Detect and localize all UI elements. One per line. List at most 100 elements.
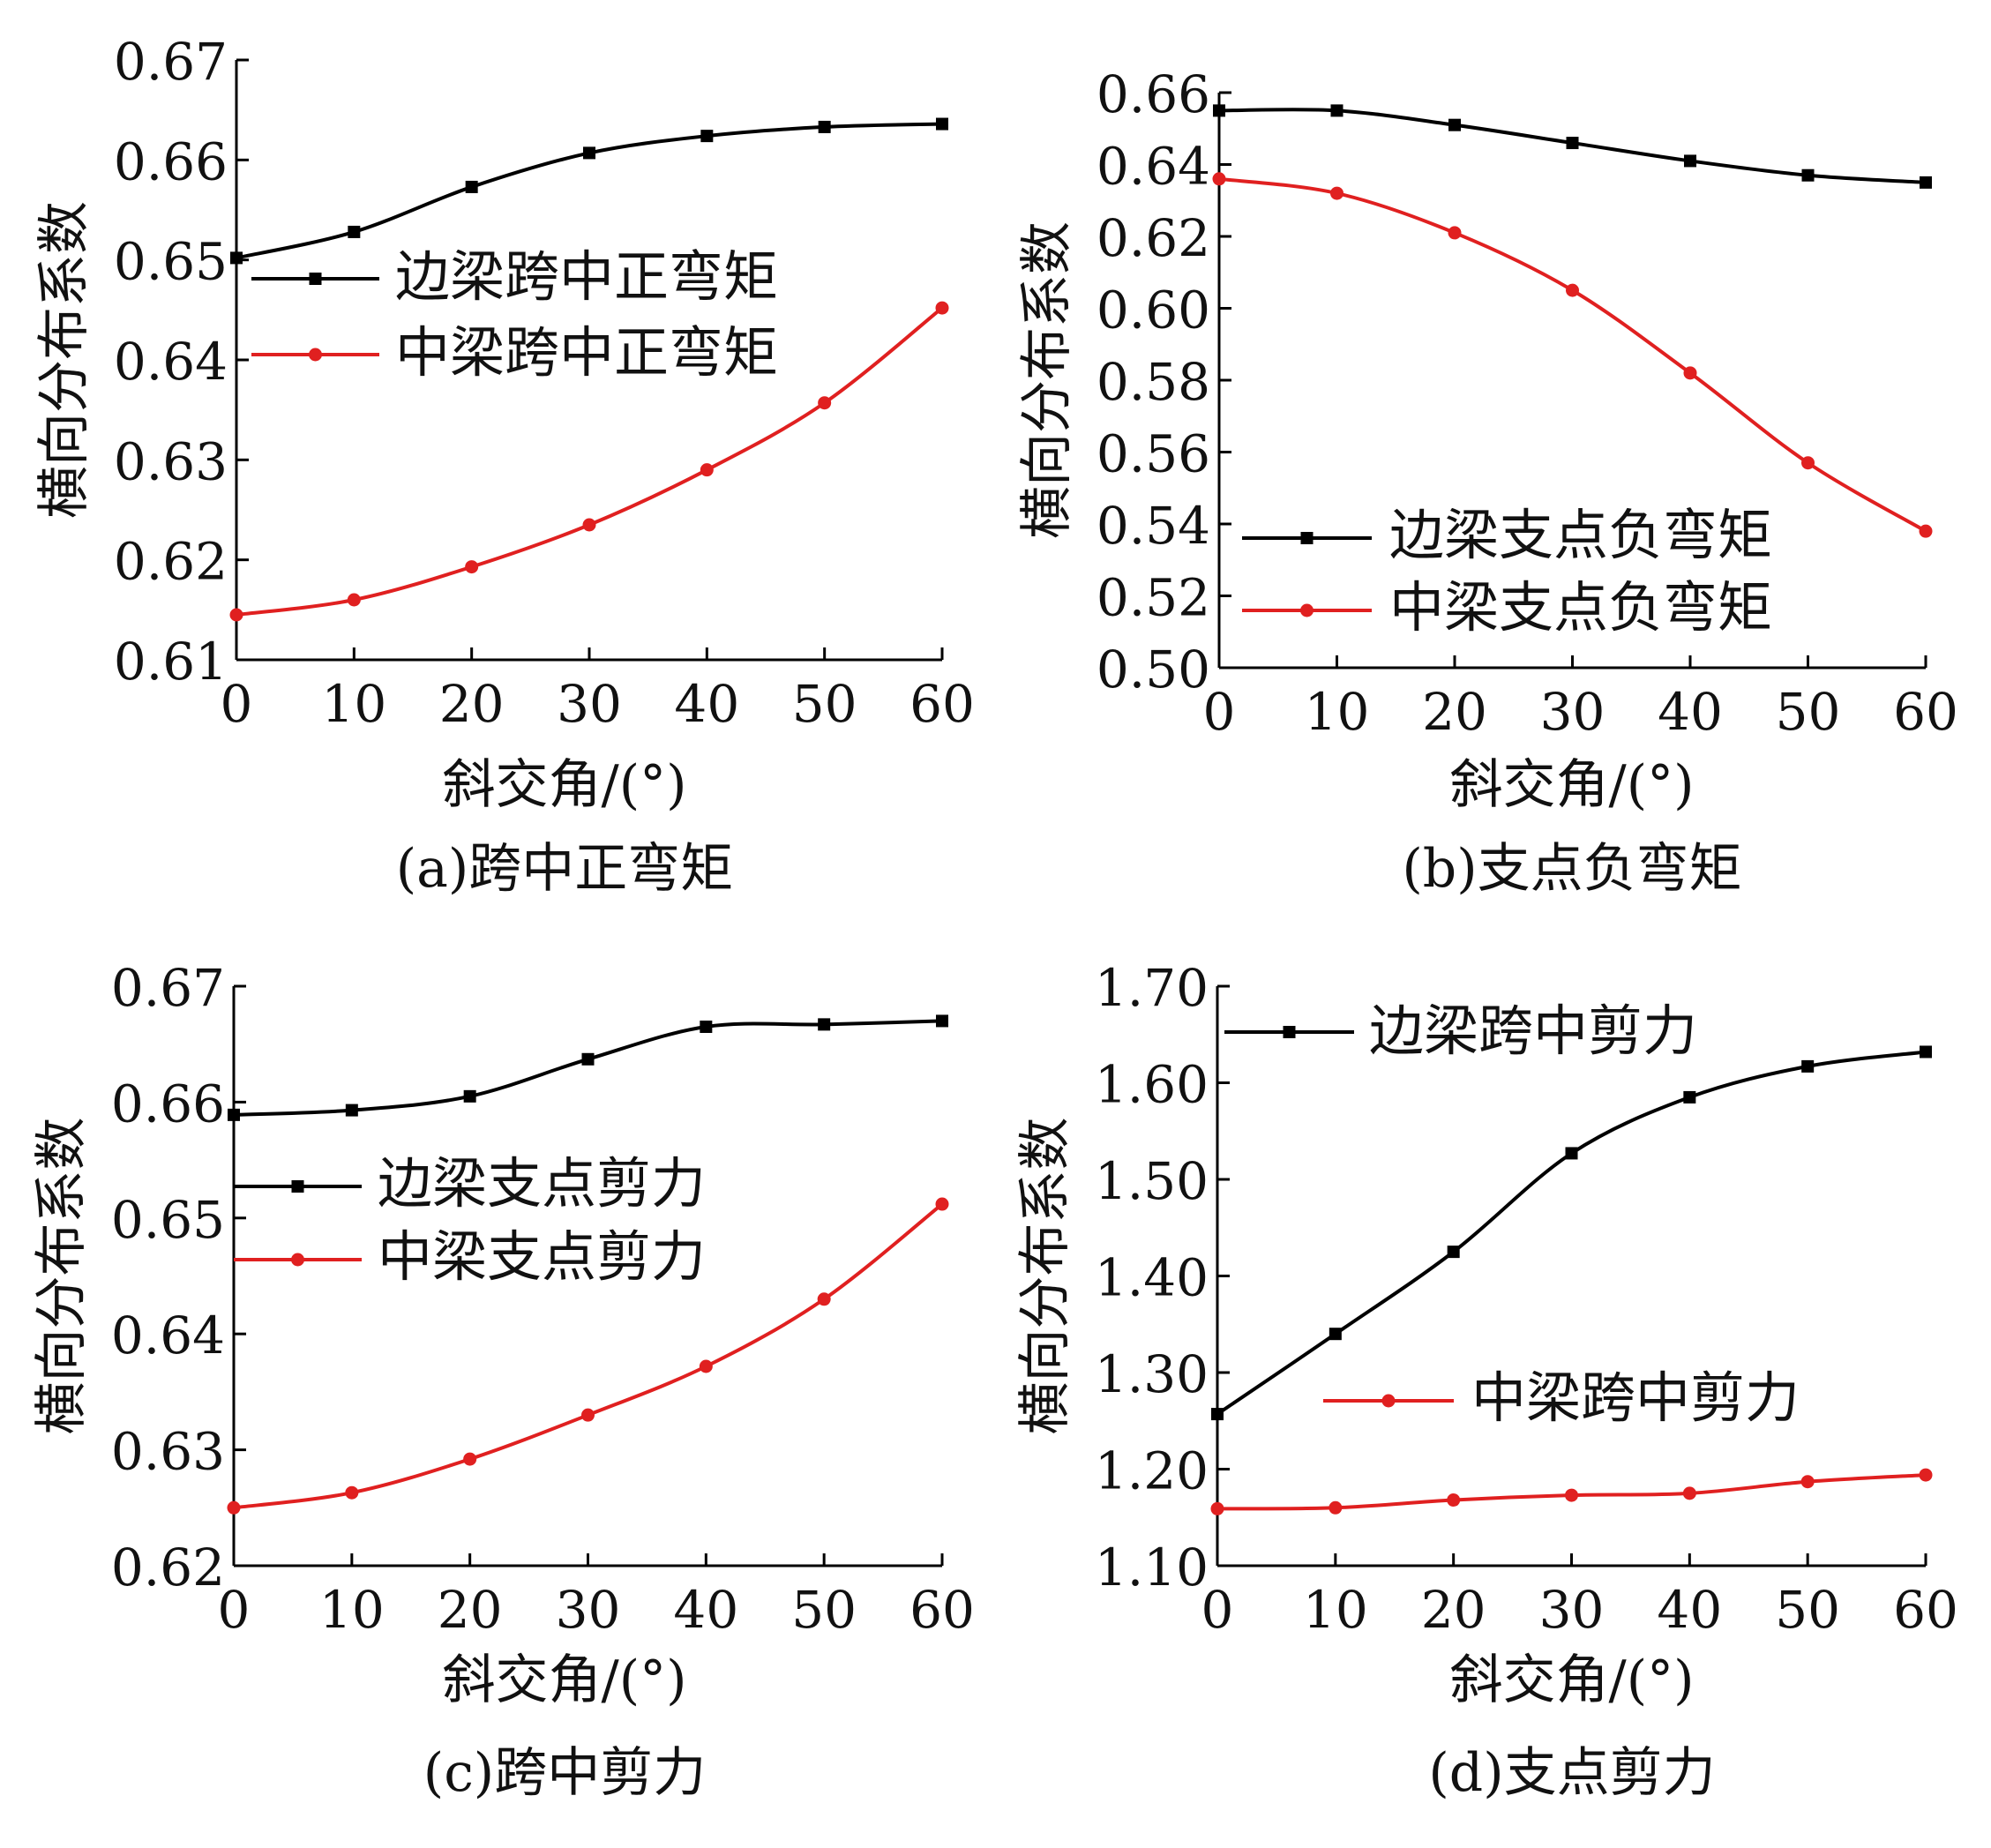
data-point-circle	[229, 608, 243, 622]
y-tick-label: 1.30	[1095, 1344, 1209, 1404]
data-point-square	[1801, 1059, 1815, 1073]
legend-label: 中梁跨中剪力	[1471, 1365, 1800, 1430]
legend-marker-circle	[309, 348, 322, 362]
data-point-square	[700, 130, 714, 143]
data-point-square	[1447, 1246, 1460, 1259]
data-point-square	[818, 120, 831, 133]
x-tick-label: 0	[221, 674, 253, 734]
chart-panel-b: 0.50 0.52 0.54 0.56 0.58 0.60 0.62 0.64 0.66 0 10 2…	[1016, 64, 1958, 900]
y-tick-label: 0.63	[114, 431, 228, 491]
x-tick-label: 20	[439, 674, 505, 734]
y-tick-label: 0.60	[1097, 281, 1210, 340]
x-tick-label: 30	[556, 1580, 621, 1640]
data-point-circle	[1801, 456, 1815, 470]
data-point-square	[1211, 1408, 1224, 1421]
legend-marker-circle	[1381, 1394, 1396, 1408]
y-tick-label: 1.20	[1095, 1441, 1209, 1501]
panel-caption: (c)跨中剪力	[423, 1742, 706, 1804]
y-tick-label: 0.65	[114, 232, 228, 292]
legend-label: 中梁支点负弯矩	[1389, 575, 1772, 640]
x-axis-title: 斜交角/(°)	[442, 754, 686, 816]
data-point-circle	[1210, 1501, 1224, 1515]
data-point-circle	[1448, 226, 1462, 240]
data-point-circle	[1800, 1475, 1815, 1489]
data-point-circle	[1682, 1486, 1696, 1500]
data-point-square	[463, 1089, 476, 1103]
y-tick-label: 0.62	[111, 1538, 225, 1597]
y-tick-label: 0.50	[1097, 640, 1210, 700]
y-tick-label: 0.64	[1097, 137, 1210, 197]
x-tick-label: 30	[1540, 682, 1606, 742]
data-point-circle	[1212, 172, 1226, 186]
y-tick-label: 0.64	[114, 332, 228, 392]
data-point-circle	[817, 1292, 831, 1306]
x-tick-label: 50	[792, 674, 857, 734]
x-tick-label: 30	[1539, 1580, 1605, 1640]
series-line-1	[1216, 1050, 1927, 1416]
data-point-square	[1448, 118, 1461, 131]
legend-label: 边梁支点剪力	[378, 1151, 706, 1216]
data-point-circle	[935, 1197, 949, 1211]
y-axis-title: 横向分布系数	[31, 1118, 93, 1435]
data-point-circle	[582, 518, 596, 532]
legend-marker-square	[1300, 532, 1314, 544]
data-point-circle	[1330, 186, 1344, 200]
x-tick-label: 30	[557, 674, 622, 734]
data-point-square	[1329, 1328, 1342, 1341]
data-point-circle	[227, 1500, 241, 1515]
data-point-square	[581, 1052, 595, 1066]
data-point-square	[1683, 1090, 1696, 1104]
data-point-square	[228, 1108, 240, 1121]
data-point-square	[345, 1104, 358, 1117]
y-tick-label: 0.62	[114, 532, 228, 592]
data-point-square	[1920, 176, 1932, 189]
data-point-square	[230, 251, 243, 265]
y-axis-title: 横向分布系数	[34, 201, 95, 519]
x-tick-label: 0	[1203, 682, 1236, 742]
data-point-circle	[699, 1359, 713, 1373]
x-tick-label: 40	[674, 674, 739, 734]
legend-label: 中梁支点剪力	[378, 1224, 706, 1289]
panel-caption: (a)跨中正弯矩	[396, 838, 734, 900]
y-tick-label: 1.10	[1095, 1538, 1209, 1597]
x-tick-label: 10	[319, 1580, 385, 1640]
chart-panel-a: 0.61 0.62 0.63 0.64 0.65 0.66 0.67 0 10 20 30 40 50 6…	[34, 32, 975, 900]
legend-marker-circle	[291, 1253, 304, 1267]
x-axis-title: 斜交角/(°)	[1449, 754, 1694, 816]
panel-caption: (b)支点负弯矩	[1402, 838, 1741, 900]
data-point-circle	[1447, 1493, 1461, 1508]
data-point-circle	[465, 560, 479, 574]
legend-marker-square	[309, 273, 322, 285]
y-tick-label: 0.58	[1097, 352, 1210, 412]
x-tick-label: 40	[1657, 1580, 1722, 1640]
y-tick-label: 0.64	[111, 1306, 225, 1365]
data-point-square	[1684, 154, 1696, 168]
data-point-circle	[1683, 366, 1697, 380]
data-point-circle	[347, 593, 361, 607]
x-axis-title: 斜交角/(°)	[1449, 1650, 1694, 1711]
y-tick-label: 0.67	[114, 32, 228, 92]
panel-caption: (d)支点剪力	[1428, 1742, 1715, 1804]
y-tick-label: 0.63	[111, 1422, 225, 1482]
x-tick-label: 20	[438, 1580, 503, 1640]
x-tick-label: 60	[909, 674, 975, 734]
legend-marker-square	[291, 1180, 304, 1193]
data-point-square	[465, 180, 478, 193]
data-point-circle	[1566, 283, 1579, 297]
data-point-circle	[1329, 1500, 1343, 1515]
series-line-1	[236, 122, 943, 260]
legend-marker-square	[1283, 1026, 1296, 1038]
y-axis-title: 横向分布系数	[1016, 221, 1078, 539]
data-point-square	[936, 1014, 948, 1028]
y-tick-label: 0.66	[1097, 64, 1210, 124]
x-tick-label: 0	[1201, 1580, 1234, 1640]
legend-label: 边梁跨中剪力	[1369, 999, 1697, 1063]
x-tick-label: 50	[1775, 1580, 1840, 1640]
chart-panel-c: 0.62 0.63 0.64 0.65 0.66 0.67 0 10 20 30 40 50 60 横向分…	[31, 958, 975, 1804]
data-point-circle	[1919, 524, 1933, 538]
y-tick-label: 0.66	[111, 1074, 225, 1133]
y-tick-label: 0.56	[1097, 424, 1210, 484]
data-point-square	[1566, 137, 1579, 150]
series-line-2	[1218, 176, 1927, 533]
